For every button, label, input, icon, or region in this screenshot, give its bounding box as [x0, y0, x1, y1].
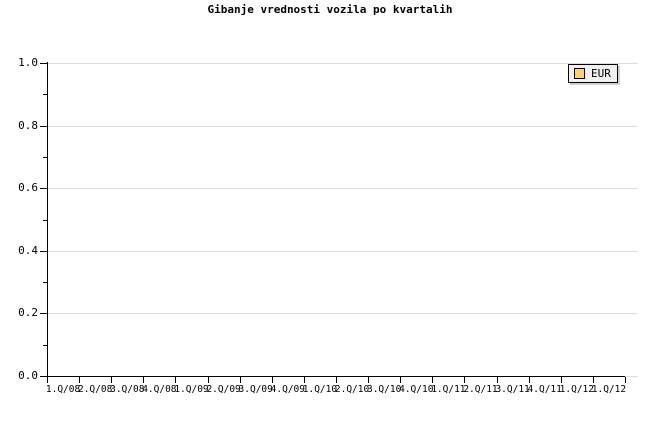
x-axis-tick-label: 4.Q/09: [270, 384, 305, 395]
y-axis-tick-major: [40, 188, 48, 190]
x-axis-tick-label: 3.Q/10: [366, 384, 402, 395]
y-axis-tick-label: 0.6: [18, 181, 38, 195]
legend-label-eur: EUR: [591, 67, 611, 80]
y-axis-tick-minor: [43, 219, 48, 221]
y-axis-tick-major: [40, 125, 48, 127]
y-axis-labels: 0.0 0.2 0.4 0.6 0.8 1.0: [0, 0, 38, 440]
y-axis-tick-label: 0.0: [18, 369, 38, 382]
x-axis-tick: [497, 377, 498, 383]
y-axis-tick-minor: [43, 344, 48, 346]
y-axis-tick-major: [40, 313, 48, 315]
x-axis-tick-label: 2.Q/09: [206, 384, 241, 395]
x-axis-tick: [79, 377, 80, 383]
y-axis-tick-minor: [43, 94, 48, 96]
x-axis-tick-label: 2.Q/11: [463, 384, 498, 395]
y-axis-tick-label: 0.8: [18, 118, 38, 132]
x-axis-tick-label: 4.Q/08: [142, 384, 177, 395]
x-axis-tick: [111, 377, 112, 383]
x-axis-tick: [240, 377, 241, 383]
x-axis-tick-label: 1.Q/10: [302, 384, 338, 395]
gridline: [47, 313, 638, 315]
x-axis-line: [47, 376, 625, 377]
x-axis-tick-label: 4.Q/10: [399, 384, 434, 395]
x-axis-tick: [336, 377, 337, 383]
x-axis-tick-label: 3.Q/11: [495, 384, 530, 395]
y-axis-tick-label: 1.0: [18, 56, 38, 69]
x-axis-tick-label: 1.Q/11: [431, 384, 466, 395]
gridline: [47, 63, 638, 64]
y-axis-tick-major: [40, 376, 48, 377]
x-axis-tick: [208, 377, 209, 383]
y-axis-tick-major: [40, 250, 48, 252]
x-axis-tick-label: 1.Q/08: [45, 384, 81, 395]
x-axis-tick: [561, 377, 562, 383]
legend-swatch-eur: [574, 68, 585, 79]
x-axis-tick-label: 3.Q/09: [238, 384, 273, 395]
x-axis-tick-label: 2.Q/10: [334, 384, 370, 395]
x-axis-tick: [272, 377, 273, 383]
x-axis-tick: [432, 377, 433, 383]
x-axis-tick-label: 3.Q/08: [110, 384, 145, 395]
x-axis-tick-label: 1.Q/09: [174, 384, 209, 395]
y-axis-tick-label: 0.2: [18, 306, 38, 320]
x-axis-tick: [593, 377, 594, 383]
x-axis-tick-label: 2.Q/08: [77, 384, 113, 395]
x-axis-tick: [529, 377, 530, 383]
gridline: [47, 188, 638, 190]
x-axis-tick: [400, 377, 401, 383]
x-axis-tick: [304, 377, 305, 383]
gridline: [47, 250, 638, 252]
y-axis-tick-minor: [43, 282, 48, 284]
x-axis-tick-label: 4.Q/11: [527, 384, 562, 395]
x-axis-tick: [175, 377, 176, 383]
x-axis-tick: [625, 377, 626, 383]
x-axis-tick: [143, 377, 144, 383]
x-axis-tick-label: 1.Q/12: [591, 384, 627, 395]
gridline: [47, 125, 638, 127]
y-axis-tick-major: [40, 63, 48, 64]
x-axis-tick: [368, 377, 369, 383]
x-axis-tick-label: 1.Q/12: [559, 384, 594, 395]
x-axis-tick: [464, 377, 465, 383]
plot-area: [47, 63, 638, 377]
x-axis-tick: [47, 377, 48, 383]
y-axis-tick-label: 0.4: [18, 243, 38, 257]
legend-box[interactable]: EUR: [568, 64, 618, 83]
chart-title: Gibanje vrednosti vozila po kvartalih: [207, 3, 453, 16]
y-axis-tick-minor: [43, 156, 48, 158]
